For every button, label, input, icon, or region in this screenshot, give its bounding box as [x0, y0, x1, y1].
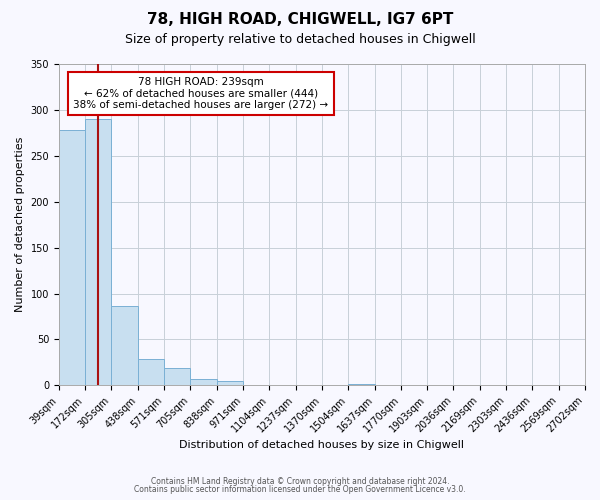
Bar: [585, 384, 600, 386]
Y-axis label: Number of detached properties: Number of detached properties: [15, 137, 25, 312]
Bar: [138, 359, 164, 386]
Bar: [217, 381, 243, 386]
Bar: [190, 379, 217, 386]
Bar: [59, 130, 85, 386]
X-axis label: Distribution of detached houses by size in Chigwell: Distribution of detached houses by size …: [179, 440, 464, 450]
Text: Contains public sector information licensed under the Open Government Licence v3: Contains public sector information licen…: [134, 485, 466, 494]
Bar: [349, 384, 374, 386]
Bar: [85, 119, 112, 386]
Bar: [112, 306, 138, 386]
Text: Size of property relative to detached houses in Chigwell: Size of property relative to detached ho…: [125, 32, 475, 46]
Text: 78, HIGH ROAD, CHIGWELL, IG7 6PT: 78, HIGH ROAD, CHIGWELL, IG7 6PT: [147, 12, 453, 28]
Text: Contains HM Land Registry data © Crown copyright and database right 2024.: Contains HM Land Registry data © Crown c…: [151, 477, 449, 486]
Bar: [164, 368, 190, 386]
Text: 78 HIGH ROAD: 239sqm
← 62% of detached houses are smaller (444)
38% of semi-deta: 78 HIGH ROAD: 239sqm ← 62% of detached h…: [73, 77, 329, 110]
